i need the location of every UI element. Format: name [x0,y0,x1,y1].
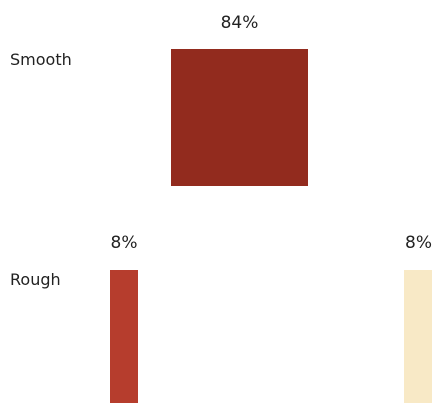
row-label-smooth: Smooth [10,50,72,69]
cell-rough-2 [404,270,432,403]
cell-value-label-1: 8% [110,233,138,253]
cell-smooth-0 [171,49,308,186]
row-label-rough: Rough [10,270,61,289]
cell-value-label-2: 8% [405,233,432,253]
cell-value-label-0: 84% [220,13,259,33]
cell-rough-1 [110,270,138,403]
